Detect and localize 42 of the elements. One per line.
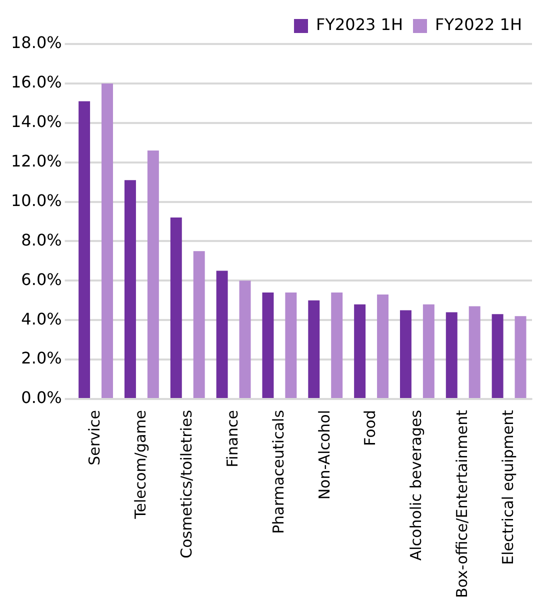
legend-label: FY2023 1H bbox=[316, 15, 404, 34]
y-tick-label: 0.0% bbox=[21, 388, 62, 408]
bar bbox=[239, 280, 251, 398]
bar bbox=[170, 218, 182, 398]
bar bbox=[124, 180, 136, 398]
x-tick-label: Service bbox=[86, 410, 104, 466]
y-tick-label: 4.0% bbox=[21, 309, 62, 328]
bar bbox=[514, 316, 526, 398]
bar bbox=[262, 292, 274, 398]
x-tick-label: Finance bbox=[223, 410, 242, 468]
x-tick-label: Telecom/game bbox=[132, 410, 150, 520]
bar bbox=[193, 251, 205, 398]
bar bbox=[216, 270, 228, 398]
bar bbox=[446, 312, 458, 398]
bar bbox=[102, 83, 114, 398]
bar bbox=[331, 292, 343, 398]
x-tick-label: Food bbox=[361, 410, 380, 446]
x-tick-label: Electrical equipment bbox=[498, 410, 517, 565]
bar bbox=[400, 310, 412, 398]
bar bbox=[377, 294, 389, 398]
y-tick-label: 12.0% bbox=[11, 151, 62, 170]
y-tick-label: 10.0% bbox=[11, 190, 62, 210]
x-tick-label: Box-office/Entertainment bbox=[453, 410, 472, 598]
x-tick-label: Alcoholic beverages bbox=[407, 410, 426, 561]
y-tick-label: 16.0% bbox=[11, 72, 62, 92]
bar bbox=[468, 306, 480, 398]
y-tick-label: 2.0% bbox=[21, 348, 62, 368]
bar bbox=[78, 101, 90, 398]
y-tick-label: 8.0% bbox=[21, 230, 62, 250]
bar bbox=[285, 292, 297, 398]
bar bbox=[492, 314, 504, 398]
bar bbox=[147, 150, 159, 398]
x-tick-label: Non-Alcohol bbox=[315, 410, 334, 500]
bar bbox=[308, 300, 320, 398]
x-tick-label: Pharmaceuticals bbox=[269, 410, 288, 534]
y-tick-label: 6.0% bbox=[21, 270, 62, 289]
x-tick-label: Cosmetics/toiletries bbox=[178, 410, 196, 558]
bar bbox=[422, 304, 434, 398]
bar bbox=[354, 304, 366, 398]
legend-label: FY2022 1H bbox=[435, 15, 522, 34]
y-tick-label: 18.0% bbox=[11, 33, 62, 52]
y-tick-label: 14.0% bbox=[11, 112, 62, 132]
